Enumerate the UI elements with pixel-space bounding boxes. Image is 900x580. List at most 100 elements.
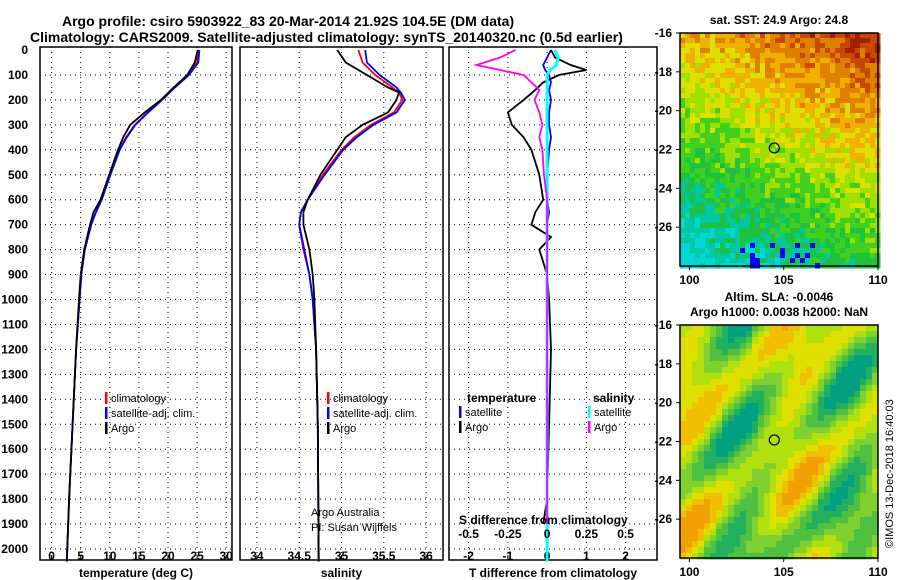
map-cell xyxy=(836,541,843,548)
map-cell xyxy=(848,481,855,488)
map-cell xyxy=(790,233,796,239)
map-cell xyxy=(840,63,846,69)
map-cell xyxy=(680,138,686,144)
map-cell xyxy=(824,433,831,440)
map-cell xyxy=(758,523,765,530)
map-cell xyxy=(818,379,825,386)
map-cell xyxy=(815,198,821,204)
map-cell xyxy=(740,233,746,239)
map-cell xyxy=(698,529,705,536)
map-cell xyxy=(795,98,801,104)
map-cell xyxy=(795,68,801,74)
map-cell xyxy=(866,331,873,338)
map-cell xyxy=(865,143,871,149)
map-cell xyxy=(855,73,861,79)
map-cell xyxy=(755,248,761,254)
map-cell xyxy=(710,463,717,470)
map-cell xyxy=(820,203,826,209)
map-cell xyxy=(782,541,789,548)
map-cell xyxy=(872,523,879,530)
map-cell xyxy=(854,391,861,398)
map-cell xyxy=(740,83,746,89)
map-cell xyxy=(872,463,879,470)
map-cell xyxy=(690,258,696,264)
y-tick-label: 1100 xyxy=(2,317,28,331)
map-cell xyxy=(710,367,717,374)
map-cell xyxy=(824,427,831,434)
map-cell xyxy=(818,535,825,542)
map-cell xyxy=(842,421,849,428)
map-cell xyxy=(685,253,691,259)
map-cell xyxy=(854,493,861,500)
map-cell xyxy=(830,493,837,500)
map-cell xyxy=(806,403,813,410)
map-cell xyxy=(775,43,781,49)
map-cell xyxy=(752,349,759,356)
series-s-argo xyxy=(472,49,548,524)
map-cell xyxy=(870,128,876,134)
map-cell xyxy=(752,487,759,494)
map-cell xyxy=(720,53,726,59)
map-cell xyxy=(716,529,723,536)
map-cell xyxy=(806,385,813,392)
map-cell xyxy=(704,379,711,386)
map-cell xyxy=(686,373,693,380)
map-cell xyxy=(728,499,735,506)
map-cell xyxy=(680,243,686,249)
map-cell xyxy=(782,391,789,398)
map-cell xyxy=(800,83,806,89)
map-cell xyxy=(812,553,819,560)
map-cell xyxy=(790,228,796,234)
x-axis-label: salinity xyxy=(321,566,363,580)
map-cell xyxy=(866,427,873,434)
map-cell xyxy=(866,469,873,476)
map-cell xyxy=(765,138,771,144)
map-cell xyxy=(710,439,717,446)
map-cell xyxy=(782,343,789,350)
map-cell xyxy=(690,33,696,39)
map-cell xyxy=(854,499,861,506)
map-cell xyxy=(722,427,729,434)
map-cell xyxy=(734,397,741,404)
map-cell xyxy=(794,451,801,458)
map-cell xyxy=(795,38,801,44)
map-cell xyxy=(835,168,841,174)
map-cell xyxy=(780,248,786,254)
map-cell xyxy=(752,439,759,446)
map-cell xyxy=(835,43,841,49)
map-cell xyxy=(760,163,766,169)
map-cell xyxy=(865,138,871,144)
map-cell xyxy=(800,415,807,422)
map-cell xyxy=(685,208,691,214)
map-cell xyxy=(710,253,716,259)
map-cell xyxy=(860,457,867,464)
map-cell xyxy=(685,178,691,184)
map-cell xyxy=(840,78,846,84)
map-cell xyxy=(835,158,841,164)
map-cell xyxy=(735,38,741,44)
map-cell xyxy=(810,38,816,44)
map-cell xyxy=(815,123,821,129)
map-cell xyxy=(865,253,871,259)
map-cell xyxy=(690,183,696,189)
map-cell xyxy=(830,547,837,554)
map-cell xyxy=(758,403,765,410)
map-cell xyxy=(770,397,777,404)
map-cell xyxy=(698,343,705,350)
map-cell xyxy=(704,475,711,482)
map-cell xyxy=(840,243,846,249)
map-cell xyxy=(855,33,861,39)
map-cell xyxy=(830,415,837,422)
map-cell xyxy=(830,218,836,224)
map-cell xyxy=(700,153,706,159)
map-cell xyxy=(845,143,851,149)
map-cell xyxy=(680,118,686,124)
map-cell xyxy=(860,223,866,229)
map-cell xyxy=(850,123,856,129)
map-cell xyxy=(806,409,813,416)
map-cell xyxy=(848,325,855,332)
map-cell xyxy=(750,218,756,224)
map-cell xyxy=(764,499,771,506)
map-cell xyxy=(820,93,826,99)
map-cell xyxy=(870,58,876,64)
